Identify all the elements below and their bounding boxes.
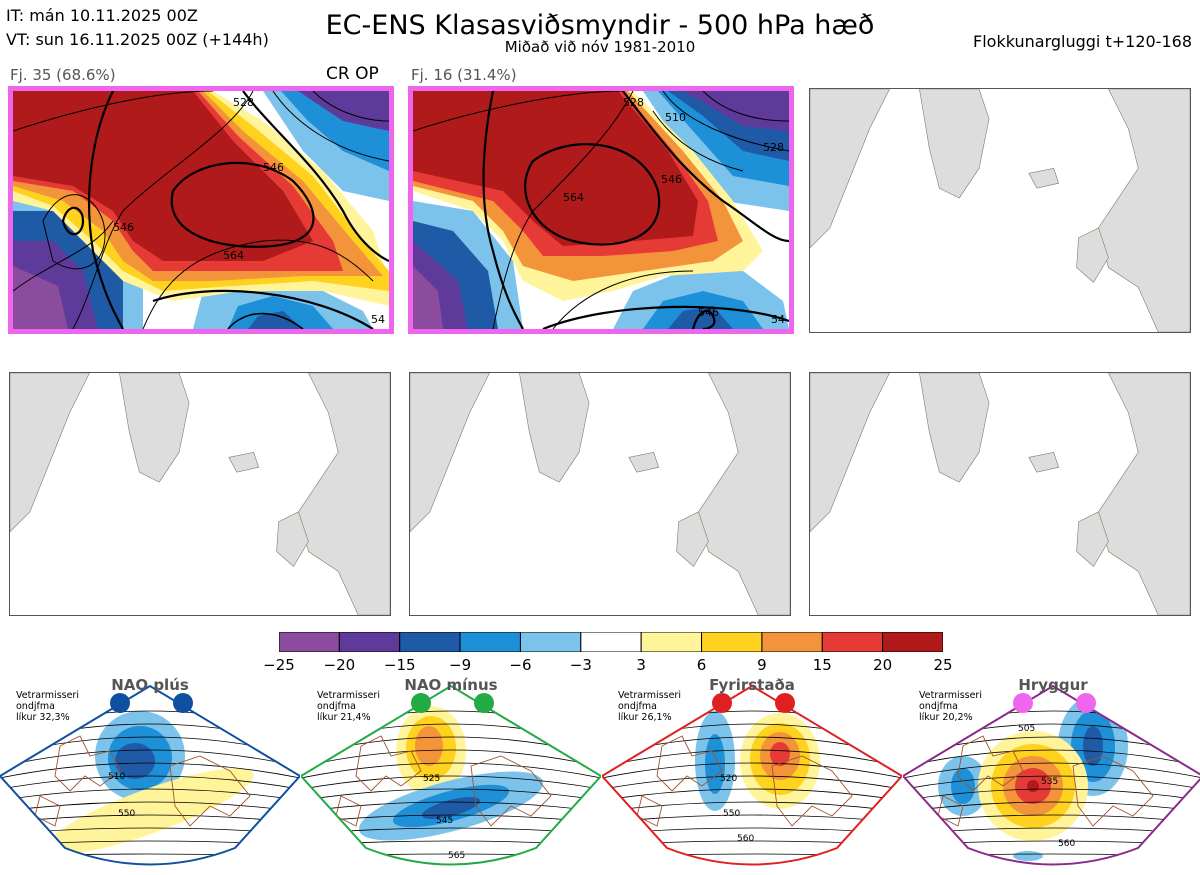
colorbar-swatch xyxy=(519,632,582,652)
page-title: EC-ENS Klasasviðsmyndir - 500 hPa hæð xyxy=(325,10,875,41)
empty-map-panel-4[interactable] xyxy=(9,372,391,616)
regime-panel: 510 550 Vetrarmisseri ondjfma líkur 32,3% N… xyxy=(0,676,302,871)
regime-marker-dot xyxy=(411,693,431,713)
contour-label: 510 xyxy=(665,111,686,124)
regime-contour-label: 560 xyxy=(1058,839,1075,849)
colorbar-swatch xyxy=(338,632,401,652)
colorbar-tick-label: 9 xyxy=(757,656,767,674)
colorbar-tick-label: −3 xyxy=(569,656,592,674)
panel-1-tag: CR OP xyxy=(326,64,379,84)
contour-label: 54 xyxy=(771,313,785,326)
regime-marker-dot xyxy=(173,693,193,713)
colorbar-swatch xyxy=(399,632,461,652)
regime-note: Vetrarmisseri ondjfma líkur 21,4% xyxy=(317,690,380,723)
contour-label: 546 xyxy=(263,161,284,174)
contour-label: 564 xyxy=(563,191,584,204)
regime-contour-label: 505 xyxy=(1018,724,1035,734)
empty-map-panel-6[interactable] xyxy=(809,372,1191,616)
contour-label: 546 xyxy=(698,306,719,319)
colorbar xyxy=(279,632,943,652)
land-outline xyxy=(810,373,1190,615)
initial-time: IT: mán 10.11.2025 00Z xyxy=(6,6,198,25)
page-subtitle: Miðað við nóv 1981-2010 xyxy=(504,38,696,56)
regime-panel: 525 545 565 Vetrarmisseri ondjfma líkur 21,… xyxy=(299,676,603,871)
colorbar-swatch xyxy=(279,632,340,652)
regime-contour-label: 560 xyxy=(737,834,754,844)
regime-title: Hryggur xyxy=(1018,676,1088,694)
regime-panel: 520 550 560 Vetrarmisseri ondjfma líkur 26,… xyxy=(600,676,904,871)
regime-title: Fyrirstaða xyxy=(709,676,795,694)
regime-contour-label: 520 xyxy=(720,774,737,784)
regime-marker-dot xyxy=(775,693,795,713)
colorbar-swatch xyxy=(640,632,703,652)
classification-window: Flokkunargluggi t+120-168 xyxy=(973,32,1192,51)
regime-contour-label: 545 xyxy=(436,816,453,826)
regime-note: Vetrarmisseri ondjfma líkur 20,2% xyxy=(919,690,982,723)
regime-title: NAO mínus xyxy=(404,676,498,694)
contour-label: 564 xyxy=(223,249,244,262)
colorbar-tick-label: 20 xyxy=(873,656,893,674)
land-outline xyxy=(10,373,390,615)
regime-map: 520 550 560 xyxy=(600,684,904,866)
colorbar-swatch xyxy=(701,632,763,652)
colorbar-swatch xyxy=(459,632,521,652)
land-outline xyxy=(810,89,1190,332)
cluster-panel-2[interactable]: 510 528 546 528 564 546 54 xyxy=(408,86,794,334)
regime-map: 505 535 560 xyxy=(901,684,1200,866)
valid-time: VT: sun 16.11.2025 00Z (+144h) xyxy=(6,30,269,49)
regime-marker-dot xyxy=(712,693,732,713)
contour-label: 546 xyxy=(661,173,682,186)
land-outline xyxy=(410,373,790,615)
empty-map-panel-5[interactable] xyxy=(409,372,791,616)
regime-note: Vetrarmisseri ondjfma líkur 26,1% xyxy=(618,690,681,723)
regime-marker-dot xyxy=(1076,693,1096,713)
colorbar-tick-label: −9 xyxy=(449,656,472,674)
colorbar-tick-label: −20 xyxy=(323,656,356,674)
contour-label: 54 xyxy=(371,313,385,326)
regime-note: Vetrarmisseri ondjfma líkur 32,3% xyxy=(16,690,79,723)
colorbar-tick-label: 6 xyxy=(696,656,707,674)
regime-map: 525 545 565 xyxy=(299,684,603,866)
regime-title: NAO plús xyxy=(111,676,189,694)
colorbar-tick-label: 25 xyxy=(933,656,953,674)
colorbar-tick-label: 3 xyxy=(636,656,646,674)
cluster-panel-1[interactable]: 528 546 564 546 54 xyxy=(8,86,394,334)
colorbar-swatch xyxy=(761,632,823,652)
colorbar-tick-label: −15 xyxy=(383,656,416,674)
colorbar-swatch xyxy=(882,632,943,652)
panel-1-label: Fj. 35 (68.6%) xyxy=(10,66,116,84)
contour-label: 546 xyxy=(113,221,134,234)
regime-contour-label: 550 xyxy=(118,809,135,819)
cluster-2-map: 510 528 546 528 564 546 54 xyxy=(413,91,789,329)
regime-marker-dot xyxy=(474,693,494,713)
regime-contour-label: 510 xyxy=(108,772,125,782)
panel-2-label: Fj. 16 (31.4%) xyxy=(411,66,517,84)
contour-label: 528 xyxy=(623,96,644,109)
colorbar-tick-label: −25 xyxy=(263,656,295,674)
colorbar-swatch xyxy=(821,632,884,652)
regime-panel: 505 535 560 Vetrarmisseri ondjfma líkur 20,… xyxy=(901,676,1200,871)
regime-contour-label: 550 xyxy=(723,809,740,819)
contour-label: 528 xyxy=(233,96,254,109)
regime-contour-label: 535 xyxy=(1041,777,1058,787)
empty-map-panel-3[interactable] xyxy=(809,88,1191,333)
colorbar-tick-label: 15 xyxy=(812,656,832,674)
regime-marker-dot xyxy=(110,693,130,713)
contour-label: 528 xyxy=(763,141,784,154)
colorbar-swatch xyxy=(580,632,642,652)
colorbar-tick-label: −6 xyxy=(509,656,532,674)
regime-contour-label: 525 xyxy=(423,774,440,784)
regime-marker-dot xyxy=(1013,693,1033,713)
regime-map: 510 550 xyxy=(0,684,302,866)
cluster-1-map: 528 546 564 546 54 xyxy=(13,91,389,329)
regime-contour-label: 565 xyxy=(448,851,465,861)
